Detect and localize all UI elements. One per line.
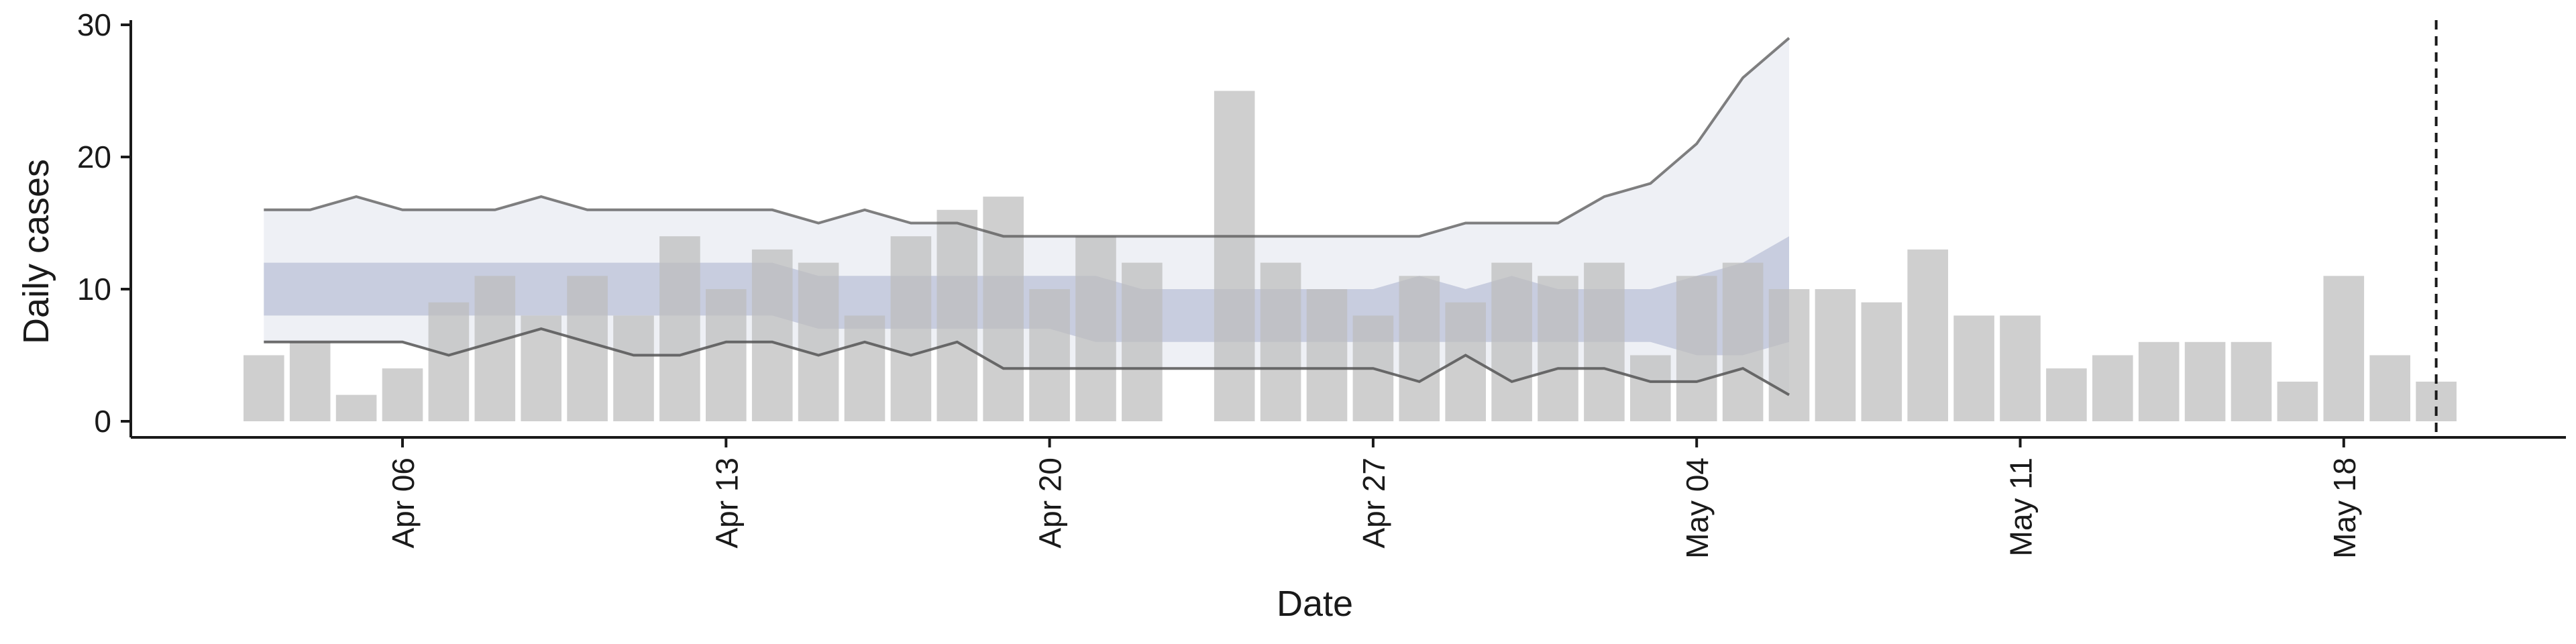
bar	[1815, 289, 1856, 421]
bar	[335, 394, 377, 421]
bar	[1676, 276, 1717, 421]
bar	[567, 276, 608, 421]
bar	[521, 315, 561, 421]
bar	[751, 249, 793, 421]
x-tick-label: Apr 27	[1356, 458, 1391, 549]
bar	[1029, 289, 1070, 421]
bar	[1075, 236, 1116, 421]
bar	[1122, 262, 1163, 421]
bar	[936, 209, 978, 421]
bar	[983, 197, 1024, 421]
bar	[1953, 315, 1994, 421]
bar	[2231, 341, 2272, 421]
bar	[890, 236, 932, 421]
bar	[428, 302, 470, 421]
bar	[289, 341, 331, 421]
bar	[1861, 302, 1902, 421]
bar	[1584, 262, 1625, 421]
bar	[1491, 262, 1532, 421]
bar	[1907, 249, 1948, 421]
bar	[2369, 355, 2410, 421]
bar	[2277, 381, 2318, 421]
forecast-bounds	[264, 37, 1790, 396]
x-tick-label: Apr 20	[1033, 458, 1068, 549]
bar	[2046, 368, 2087, 421]
x-tick-label: May 11	[2004, 458, 2039, 556]
lower-bound-line	[264, 327, 1790, 396]
bar	[613, 315, 654, 421]
bar	[244, 355, 284, 421]
x-tick-label: Apr 06	[386, 458, 421, 549]
bar	[1399, 276, 1440, 421]
bar	[798, 262, 839, 421]
bar	[382, 368, 423, 421]
bar-series	[244, 91, 2457, 421]
bar	[2138, 341, 2180, 421]
x-tick-label: May 04	[1680, 458, 1715, 559]
bar	[2000, 315, 2041, 421]
x-axis-title: Date	[1277, 584, 1353, 624]
y-axis-title: Daily cases	[16, 159, 56, 344]
bar	[1214, 91, 1255, 421]
y-tick-label: 10	[77, 272, 111, 307]
bar	[1260, 262, 1301, 421]
bar	[2323, 276, 2365, 421]
x-tick-label: Apr 13	[709, 458, 744, 549]
bar	[2092, 355, 2133, 421]
bar	[706, 289, 747, 421]
bar	[844, 315, 885, 421]
axes: 0 10 20 30 Apr 06 Apr 13 Apr 20 Apr 27 May 04 May…	[77, 7, 2566, 559]
bar	[1306, 289, 1348, 421]
x-tick-label: May 18	[2327, 458, 2362, 559]
bar	[1630, 355, 1671, 421]
bar	[1538, 276, 1578, 421]
y-tick-label: 30	[77, 7, 111, 42]
y-tick-label: 0	[94, 404, 111, 439]
bar	[1768, 289, 1810, 421]
bar	[659, 236, 700, 421]
upper-bound-line	[264, 37, 1790, 238]
y-tick-label: 20	[77, 140, 111, 174]
bar	[2184, 341, 2226, 421]
bar	[1722, 262, 1764, 421]
bar	[474, 276, 516, 421]
